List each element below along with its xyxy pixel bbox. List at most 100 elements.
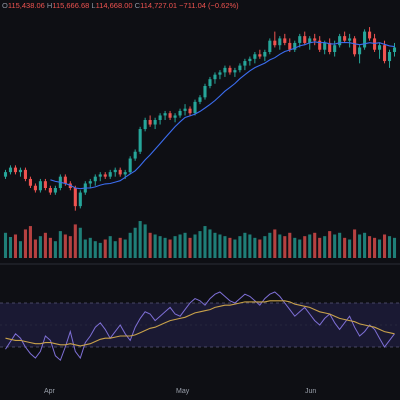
candle-body (168, 113, 172, 118)
x-axis-label-apr: Apr (44, 388, 55, 395)
volume-bar (128, 232, 132, 258)
volume-bar (198, 231, 202, 258)
candle-body (392, 47, 397, 52)
candle-body (183, 108, 187, 111)
candle-body (93, 176, 97, 182)
volume-bar (33, 239, 37, 258)
volume-bar (143, 224, 147, 258)
volume-bar (243, 232, 247, 258)
volume-bar (368, 236, 372, 258)
candle-body (193, 101, 197, 114)
candle-body (223, 67, 227, 73)
volume-bar (103, 239, 107, 258)
volume-bar (268, 232, 272, 258)
candle-body (318, 40, 322, 50)
candle-body (373, 38, 377, 50)
candle-body (382, 45, 387, 62)
candle-body (218, 72, 222, 75)
volume-bar (363, 232, 367, 258)
candle-body (198, 97, 202, 102)
ohlc-legend: O115,438.06 H115,666.68 L114,668.00 C114… (2, 1, 239, 10)
candle-body (263, 52, 267, 57)
volume-bar (338, 232, 342, 258)
candle-body (18, 169, 23, 173)
candle-body (283, 38, 287, 43)
volume-bar (233, 239, 237, 258)
candle-body (188, 108, 192, 114)
candle-body (258, 54, 262, 57)
candle-body (98, 174, 102, 177)
candle-body (323, 42, 327, 50)
volume-bar (158, 236, 162, 258)
candle-body (203, 86, 207, 98)
candle-body (148, 120, 152, 125)
volume-bar (138, 221, 142, 258)
volume-bar (218, 234, 222, 258)
volume-bar (223, 236, 227, 258)
volume-bar (78, 227, 82, 258)
volume-bar (118, 237, 122, 258)
volume-bar (93, 241, 97, 258)
x-axis-label-jun: Jun (305, 388, 317, 395)
candle-body (38, 181, 42, 191)
candle-body (103, 174, 107, 177)
candle-body (53, 188, 57, 193)
volume-bar (193, 234, 197, 258)
volume-bar (248, 234, 252, 258)
volume-bar (108, 236, 112, 258)
candle-body (28, 178, 32, 186)
volume-bar (63, 234, 67, 258)
candle-body (73, 188, 77, 207)
volume-bar (133, 227, 137, 258)
volume-bar (382, 234, 387, 258)
volume-bar (203, 226, 207, 258)
candle-body (158, 115, 162, 120)
volume-bar (178, 234, 182, 258)
candle-body (213, 74, 217, 80)
volume-bar (153, 234, 157, 258)
volume-bar (387, 236, 392, 258)
candle-body (138, 129, 142, 152)
candle-body (333, 45, 337, 52)
candle-body (48, 188, 52, 193)
volume-bar (38, 236, 42, 258)
candle-body (3, 172, 8, 177)
candle-body (173, 115, 177, 118)
volume-bar (343, 237, 347, 258)
volume-bar (53, 241, 57, 258)
volume-bar (18, 241, 23, 258)
volume-bar (303, 236, 307, 258)
candle-body (63, 176, 67, 184)
volume-bar (3, 232, 8, 258)
volume-bar (43, 232, 47, 258)
volume-bar (163, 237, 167, 258)
volume-bar (228, 237, 232, 258)
volume-bar (173, 236, 177, 258)
volume-bar (188, 237, 192, 258)
high-value: 115,666.68 (52, 1, 90, 10)
low-value: 114,668.00 (95, 1, 133, 10)
close-value: 114,727.01 (140, 1, 178, 10)
volume-bar (123, 239, 127, 258)
candle-body (153, 120, 157, 125)
volume-bar (258, 239, 262, 258)
volume-bar (73, 224, 77, 258)
volume-bar (288, 232, 292, 258)
volume-bar (28, 226, 32, 258)
candle-body (43, 181, 47, 188)
volume-bar (273, 229, 277, 258)
volume-bar (333, 234, 337, 258)
candle-body (358, 47, 362, 55)
volume-bar (68, 236, 72, 258)
close-label: C (134, 1, 141, 10)
moving-average-line (50, 41, 395, 190)
candle-body (123, 172, 127, 175)
candle-body (253, 54, 257, 59)
volume-bar (148, 232, 152, 258)
volume-bar (318, 237, 322, 258)
open-value: 115,438.06 (7, 1, 45, 10)
candle-body (368, 31, 372, 39)
volume-bar (293, 237, 297, 258)
candle-body (13, 167, 18, 173)
